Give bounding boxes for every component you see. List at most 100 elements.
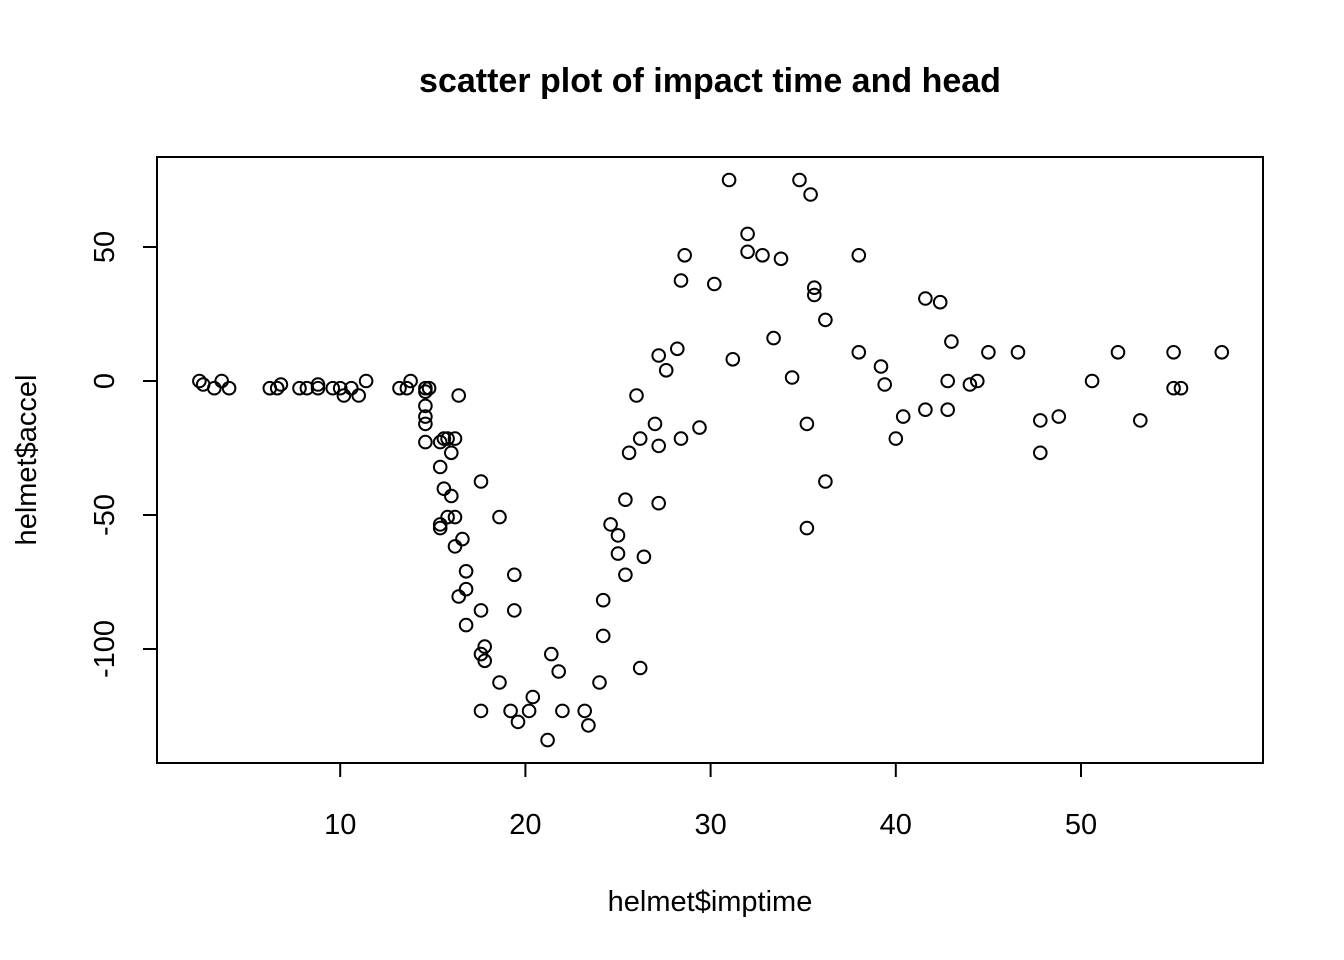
data-point bbox=[310, 377, 326, 392]
data-point bbox=[707, 276, 722, 292]
data-point bbox=[332, 380, 348, 396]
data-point bbox=[418, 416, 433, 432]
data-point bbox=[595, 628, 611, 644]
data-point bbox=[492, 509, 507, 525]
data-point bbox=[473, 703, 489, 719]
y-tick-label: 50 bbox=[89, 231, 121, 263]
data-point bbox=[392, 380, 407, 396]
data-point bbox=[677, 248, 693, 263]
data-point bbox=[673, 273, 689, 288]
data-point bbox=[595, 592, 611, 608]
data-point bbox=[221, 380, 237, 396]
data-points bbox=[192, 172, 1230, 748]
data-point bbox=[895, 409, 911, 424]
data-point bbox=[555, 703, 570, 719]
data-point bbox=[447, 509, 463, 525]
y-tick-label: 0 bbox=[89, 373, 121, 389]
data-point bbox=[310, 380, 326, 396]
data-point bbox=[421, 380, 437, 396]
data-point bbox=[670, 341, 685, 357]
data-point bbox=[458, 617, 474, 633]
data-point bbox=[507, 603, 522, 618]
data-point bbox=[784, 370, 800, 385]
data-point bbox=[551, 664, 567, 679]
data-point bbox=[851, 345, 867, 360]
x-tick-label: 50 bbox=[1065, 809, 1097, 841]
data-point bbox=[940, 402, 956, 418]
data-point bbox=[399, 380, 415, 396]
data-point bbox=[1214, 345, 1230, 360]
data-point bbox=[418, 384, 433, 400]
data-point bbox=[1166, 380, 1181, 396]
data-point bbox=[273, 377, 289, 392]
data-point bbox=[755, 248, 770, 263]
data-point bbox=[610, 546, 626, 561]
data-point bbox=[621, 445, 637, 461]
data-point bbox=[477, 639, 493, 654]
data-point bbox=[521, 703, 537, 719]
data-point bbox=[692, 420, 707, 435]
data-point bbox=[473, 474, 489, 489]
data-point bbox=[673, 431, 689, 446]
data-point bbox=[1173, 380, 1189, 396]
data-point bbox=[436, 481, 452, 497]
data-point bbox=[1166, 345, 1181, 360]
data-point bbox=[432, 517, 448, 532]
data-point bbox=[632, 660, 648, 676]
data-point bbox=[447, 431, 463, 446]
data-point bbox=[618, 492, 633, 508]
data-point bbox=[458, 581, 474, 597]
data-point bbox=[418, 434, 433, 450]
data-point bbox=[940, 373, 956, 389]
data-point bbox=[888, 431, 904, 446]
data-point bbox=[440, 509, 455, 525]
data-point bbox=[592, 675, 607, 690]
data-point bbox=[351, 388, 367, 403]
data-point bbox=[447, 539, 463, 554]
data-point bbox=[207, 380, 222, 396]
data-point bbox=[799, 416, 815, 432]
data-point bbox=[651, 438, 667, 454]
y-tick-label: -100 bbox=[89, 620, 121, 678]
data-point bbox=[873, 359, 889, 374]
data-point bbox=[981, 345, 996, 360]
data-point bbox=[944, 334, 959, 349]
x-tick-label: 20 bbox=[509, 809, 541, 841]
data-point bbox=[651, 495, 667, 511]
y-axis: -100 -50 0 50 bbox=[89, 231, 158, 678]
data-point bbox=[544, 646, 559, 662]
data-point bbox=[432, 434, 448, 450]
x-tick-label: 30 bbox=[694, 809, 726, 841]
data-point bbox=[418, 398, 433, 414]
data-point bbox=[932, 294, 948, 310]
data-point bbox=[507, 567, 522, 583]
data-point bbox=[214, 373, 229, 389]
y-axis-label: helmet$accel bbox=[11, 375, 43, 546]
data-point bbox=[451, 388, 467, 403]
x-tick-label: 10 bbox=[324, 809, 356, 841]
data-point bbox=[603, 517, 618, 532]
data-point bbox=[803, 187, 818, 202]
data-point bbox=[432, 520, 448, 536]
data-point bbox=[962, 377, 978, 392]
data-point bbox=[647, 416, 663, 432]
data-point bbox=[618, 567, 633, 583]
data-point bbox=[458, 564, 474, 579]
data-point bbox=[918, 402, 933, 418]
data-point bbox=[403, 373, 418, 389]
data-point bbox=[610, 528, 626, 543]
data-point bbox=[818, 312, 833, 328]
data-point bbox=[432, 459, 448, 475]
data-point bbox=[851, 248, 867, 263]
data-point bbox=[492, 675, 507, 690]
data-point bbox=[477, 653, 493, 669]
data-point bbox=[444, 488, 459, 504]
data-point bbox=[336, 388, 352, 403]
data-point bbox=[451, 589, 467, 604]
data-point bbox=[344, 380, 359, 396]
data-point bbox=[877, 377, 893, 392]
data-point bbox=[1110, 345, 1126, 360]
data-point bbox=[1051, 409, 1067, 424]
data-point bbox=[1133, 413, 1148, 428]
